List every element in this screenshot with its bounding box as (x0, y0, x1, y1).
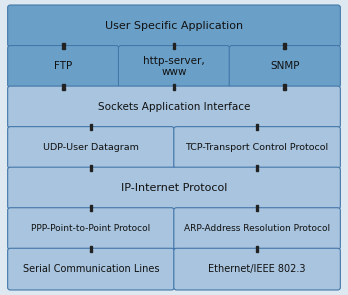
Text: PPP-Point-to-Point Protocol: PPP-Point-to-Point Protocol (31, 224, 151, 233)
Bar (256, 250, 259, 252)
FancyBboxPatch shape (8, 45, 119, 87)
Text: ARP-Address Resolution Protocol: ARP-Address Resolution Protocol (184, 224, 330, 233)
Text: Ethernet/IEEE 802.3: Ethernet/IEEE 802.3 (208, 264, 306, 274)
Bar (256, 205, 259, 208)
Bar (89, 246, 92, 248)
Text: TCP-Transport Control Protocol: TCP-Transport Control Protocol (185, 143, 329, 152)
Bar (62, 87, 65, 90)
Bar (283, 87, 286, 90)
Bar (173, 43, 175, 45)
Bar (283, 84, 286, 86)
Bar (89, 205, 92, 208)
Text: Serial Communication Lines: Serial Communication Lines (23, 264, 159, 274)
Bar (256, 246, 259, 248)
Bar (173, 84, 175, 86)
FancyBboxPatch shape (229, 45, 340, 87)
Bar (173, 87, 175, 90)
Bar (62, 47, 65, 49)
Bar (256, 124, 259, 127)
FancyBboxPatch shape (174, 208, 340, 250)
Bar (89, 250, 92, 252)
Bar (256, 128, 259, 130)
Bar (283, 43, 286, 45)
Text: Sockets Application Interface: Sockets Application Interface (98, 102, 250, 112)
FancyBboxPatch shape (174, 127, 340, 168)
FancyBboxPatch shape (8, 208, 174, 250)
Text: SNMP: SNMP (270, 61, 300, 71)
FancyBboxPatch shape (174, 248, 340, 290)
Text: UDP-User Datagram: UDP-User Datagram (43, 143, 139, 152)
FancyBboxPatch shape (8, 248, 174, 290)
Text: User Specific Application: User Specific Application (105, 21, 243, 31)
Text: http-server,
www: http-server, www (143, 56, 205, 77)
Bar (62, 84, 65, 86)
Bar (89, 168, 92, 171)
Bar (62, 43, 65, 45)
Bar (283, 47, 286, 49)
Text: IP-Internet Protocol: IP-Internet Protocol (121, 183, 227, 193)
Bar (173, 47, 175, 49)
Bar (256, 165, 259, 167)
Bar (89, 209, 92, 211)
Bar (89, 124, 92, 127)
FancyBboxPatch shape (8, 167, 340, 209)
Bar (89, 165, 92, 167)
Bar (256, 209, 259, 211)
FancyBboxPatch shape (118, 45, 230, 87)
FancyBboxPatch shape (8, 5, 340, 47)
Bar (256, 168, 259, 171)
FancyBboxPatch shape (8, 86, 340, 128)
Bar (89, 128, 92, 130)
FancyBboxPatch shape (8, 127, 174, 168)
Text: FTP: FTP (54, 61, 72, 71)
